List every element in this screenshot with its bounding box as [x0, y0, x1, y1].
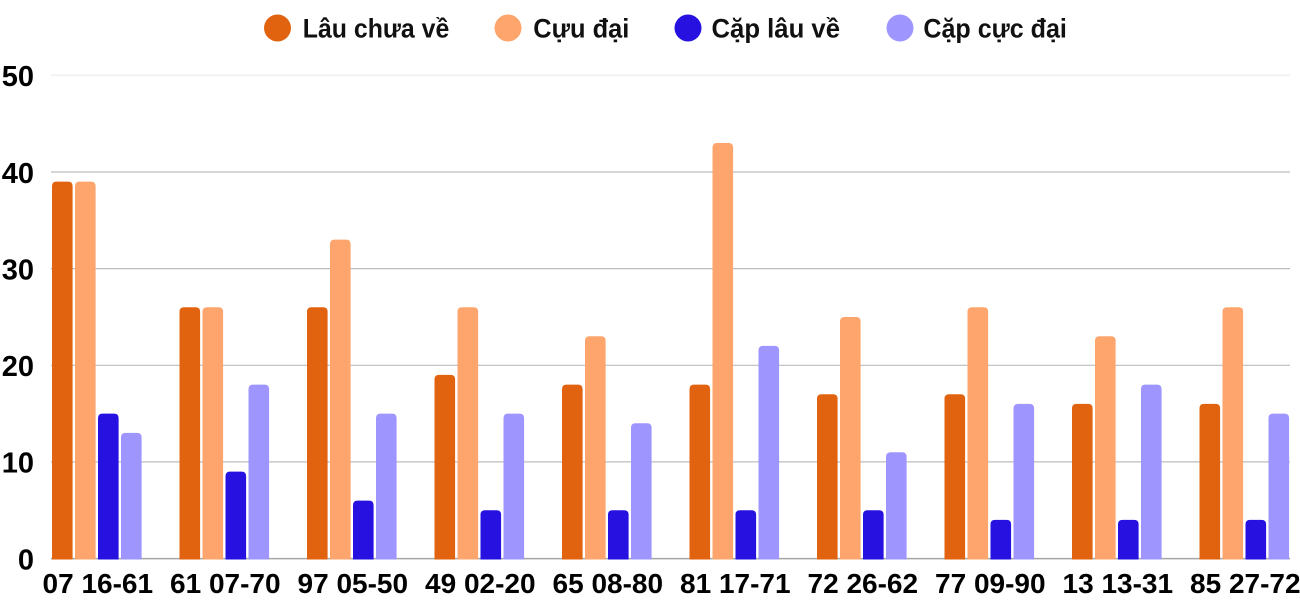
svg-text:81 17-71: 81 17-71: [680, 568, 791, 599]
svg-text:97 05-50: 97 05-50: [298, 568, 409, 599]
svg-text:30: 30: [2, 254, 34, 286]
svg-text:61 07-70: 61 07-70: [170, 568, 281, 599]
svg-text:Lâu chưa về: Lâu chưa về: [303, 13, 450, 43]
svg-text:13 13-31: 13 13-31: [1063, 568, 1174, 599]
svg-text:20: 20: [2, 351, 34, 383]
svg-text:Cựu đại: Cựu đại: [533, 13, 629, 43]
svg-text:65 08-80: 65 08-80: [553, 568, 664, 599]
svg-text:77 09-90: 77 09-90: [935, 568, 1046, 599]
svg-text:0: 0: [18, 544, 34, 576]
svg-text:49 02-20: 49 02-20: [425, 568, 536, 599]
svg-text:10: 10: [2, 448, 34, 480]
svg-text:72 26-62: 72 26-62: [808, 568, 919, 599]
svg-text:40: 40: [2, 158, 34, 190]
svg-text:85 27-72: 85 27-72: [1190, 568, 1300, 599]
svg-text:07 16-61: 07 16-61: [43, 568, 154, 599]
svg-text:Cặp lâu về: Cặp lâu về: [712, 13, 841, 43]
svg-text:50: 50: [2, 61, 34, 93]
svg-text:Cặp cực đại: Cặp cực đại: [923, 13, 1067, 43]
